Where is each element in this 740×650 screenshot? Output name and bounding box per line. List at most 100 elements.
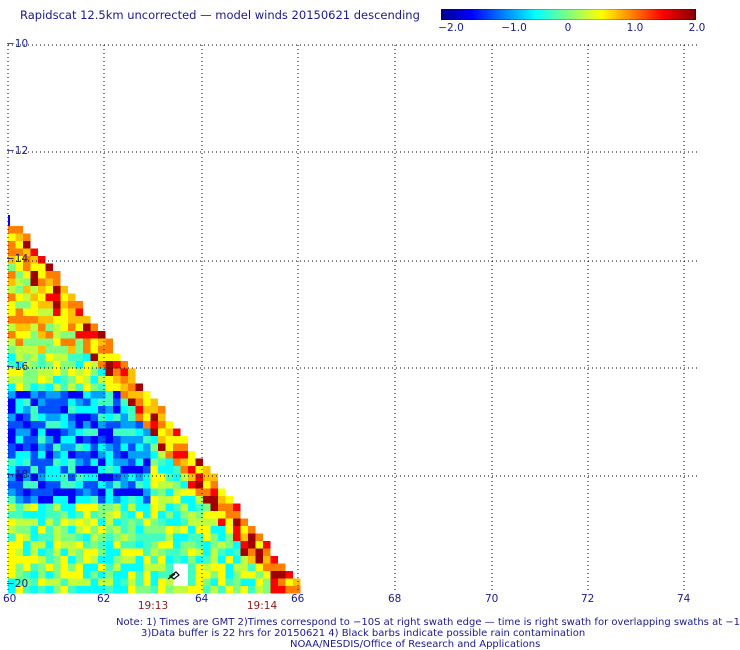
wind-cell [120, 586, 128, 594]
wind-cell [15, 436, 23, 444]
wind-cell [68, 518, 76, 526]
wind-cell [98, 443, 106, 451]
wind-cell [68, 466, 76, 474]
wind-cell [233, 533, 241, 541]
wind-cell [105, 563, 113, 571]
wind-cell [188, 571, 196, 579]
wind-cell [30, 286, 38, 294]
wind-cell [218, 488, 226, 496]
wind-cell [98, 541, 106, 549]
wind-cell [233, 541, 241, 549]
wind-cell [15, 353, 23, 361]
lat-label-18: −18 [6, 469, 29, 481]
wind-cell [15, 286, 23, 294]
wind-cell [30, 263, 38, 271]
wind-cell [90, 391, 98, 399]
wind-cell [60, 308, 68, 316]
wind-cell [173, 473, 181, 481]
wind-cell [8, 526, 16, 534]
wind-cell [98, 406, 106, 414]
wind-cell [165, 421, 173, 429]
wind-cell [15, 271, 23, 279]
wind-cell [23, 376, 31, 384]
wind-cell [210, 541, 218, 549]
wind-cell [180, 451, 188, 459]
wind-cell [105, 413, 113, 421]
wind-cell [60, 331, 68, 339]
wind-cell [75, 436, 83, 444]
wind-cell [203, 586, 211, 594]
wind-cell [23, 338, 31, 346]
wind-cell [60, 511, 68, 519]
wind-cell [45, 511, 53, 519]
wind-cell [15, 376, 23, 384]
wind-cell [105, 353, 113, 361]
wind-cell [105, 458, 113, 466]
wind-cell [105, 398, 113, 406]
wind-cell [158, 526, 166, 534]
wind-cell [38, 398, 46, 406]
wind-cell [263, 578, 271, 586]
wind-cell [83, 488, 91, 496]
wind-cell [75, 511, 83, 519]
wind-cell [45, 293, 53, 301]
wind-cell [135, 556, 143, 564]
wind-cell [8, 346, 16, 354]
wind-cell [210, 571, 218, 579]
wind-cell [8, 331, 16, 339]
wind-cell [143, 503, 151, 511]
wind-cell [30, 511, 38, 519]
wind-cell [105, 548, 113, 556]
wind-cell [45, 481, 53, 489]
wind-cell [98, 413, 106, 421]
wind-cell [210, 511, 218, 519]
wind-cell [45, 361, 53, 369]
wind-cell [53, 533, 61, 541]
wind-cell [233, 586, 241, 594]
wind-cell [225, 503, 233, 511]
wind-cell [15, 263, 23, 271]
wind-cell [8, 286, 16, 294]
wind-cell [188, 496, 196, 504]
wind-cell [60, 503, 68, 511]
wind-cell [135, 503, 143, 511]
wind-cell [38, 353, 46, 361]
wind-cell [38, 496, 46, 504]
wind-cell [83, 413, 91, 421]
wind-cell [135, 571, 143, 579]
wind-cell [60, 293, 68, 301]
wind-cell [165, 556, 173, 564]
wind-cell [23, 563, 31, 571]
wind-cell [128, 563, 136, 571]
wind-cell [53, 376, 61, 384]
wind-cell [90, 421, 98, 429]
wind-cell [165, 533, 173, 541]
wind-cell [30, 548, 38, 556]
wind-cell [53, 413, 61, 421]
wind-cell [15, 368, 23, 376]
wind-cell [15, 458, 23, 466]
wind-cell [195, 488, 203, 496]
wind-cell [53, 428, 61, 436]
wind-cell [60, 518, 68, 526]
wind-cell [143, 473, 151, 481]
wind-cell [38, 586, 46, 594]
wind-cell [128, 526, 136, 534]
wind-cell [23, 496, 31, 504]
wind-cell [105, 451, 113, 459]
wind-cell [45, 263, 53, 271]
wind-cell [188, 578, 196, 586]
wind-cell [68, 563, 76, 571]
wind-cell [30, 256, 38, 264]
wind-cell [60, 571, 68, 579]
wind-cell [173, 466, 181, 474]
wind-cell [53, 496, 61, 504]
wind-cell [158, 443, 166, 451]
wind-cell [23, 361, 31, 369]
wind-cell [278, 571, 286, 579]
wind-cell [83, 526, 91, 534]
wind-cell [53, 323, 61, 331]
wind-cell [225, 496, 233, 504]
wind-cell [195, 458, 203, 466]
